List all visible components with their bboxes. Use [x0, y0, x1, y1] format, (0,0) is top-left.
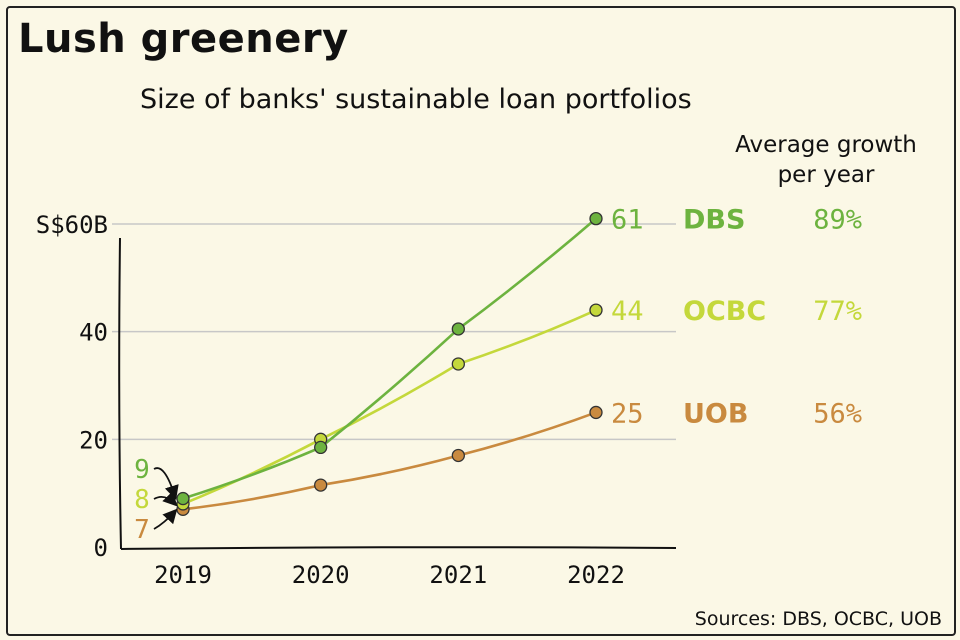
chart-subtitle: Size of banks' sustainable loan portfoli…	[140, 84, 692, 115]
x-axis-line	[120, 546, 677, 550]
start-value-label-uob: 7	[134, 515, 150, 545]
x-tick-label-2021: 2021	[429, 561, 487, 589]
data-point-dbs-2019	[176, 491, 190, 506]
x-tick-label-2022: 2022	[567, 561, 625, 589]
x-tick-label-2020: 2020	[292, 561, 350, 589]
series-name-label-uob: UOB	[683, 398, 748, 429]
series-line-dbs	[181, 217, 598, 500]
y-tick-label-60: S$60B	[36, 211, 108, 239]
start-arrow-ocbc	[153, 491, 178, 507]
start-arrow-dbs	[153, 467, 179, 500]
data-point-uob-2022	[589, 405, 603, 420]
data-point-dbs-2020	[314, 440, 328, 455]
data-point-ocbc-2021	[451, 357, 465, 371]
series-name-label-dbs: DBS	[683, 205, 745, 236]
growth-label-ocbc: 77%	[813, 296, 862, 327]
series-name-label-ocbc: OCBC	[683, 296, 766, 327]
end-value-label-ocbc: 44	[611, 296, 644, 327]
end-value-label-uob: 25	[611, 398, 644, 429]
x-tick-label-2019: 2019	[154, 561, 212, 589]
y-tick-label-40: 40	[79, 319, 108, 347]
start-arrow-uob	[153, 508, 178, 530]
y-axis-line	[118, 237, 122, 550]
data-point-dbs-2022	[589, 211, 603, 226]
source-note: Sources: DBS, OCBC, UOB	[694, 608, 942, 630]
growth-label-uob: 56%	[813, 398, 862, 429]
series-line-ocbc	[181, 308, 598, 506]
data-point-uob-2021	[451, 448, 465, 463]
data-point-ocbc-2022	[589, 303, 603, 317]
start-value-label-ocbc: 8	[134, 485, 150, 515]
growth-label-dbs: 89%	[813, 205, 862, 236]
series-line-uob	[181, 411, 598, 511]
chart-title: Lush greenery	[18, 16, 349, 62]
growth-header: Average growth per year	[706, 130, 946, 190]
end-value-label-dbs: 61	[611, 205, 644, 236]
y-tick-label-0: 0	[94, 534, 108, 562]
growth-header-line2: per year	[777, 162, 875, 188]
y-tick-label-20: 20	[79, 426, 108, 454]
chart-frame	[6, 6, 956, 636]
data-point-uob-2020	[314, 478, 328, 492]
growth-header-line1: Average growth	[735, 132, 917, 158]
data-point-dbs-2021	[451, 322, 465, 336]
start-value-label-dbs: 9	[134, 455, 150, 485]
